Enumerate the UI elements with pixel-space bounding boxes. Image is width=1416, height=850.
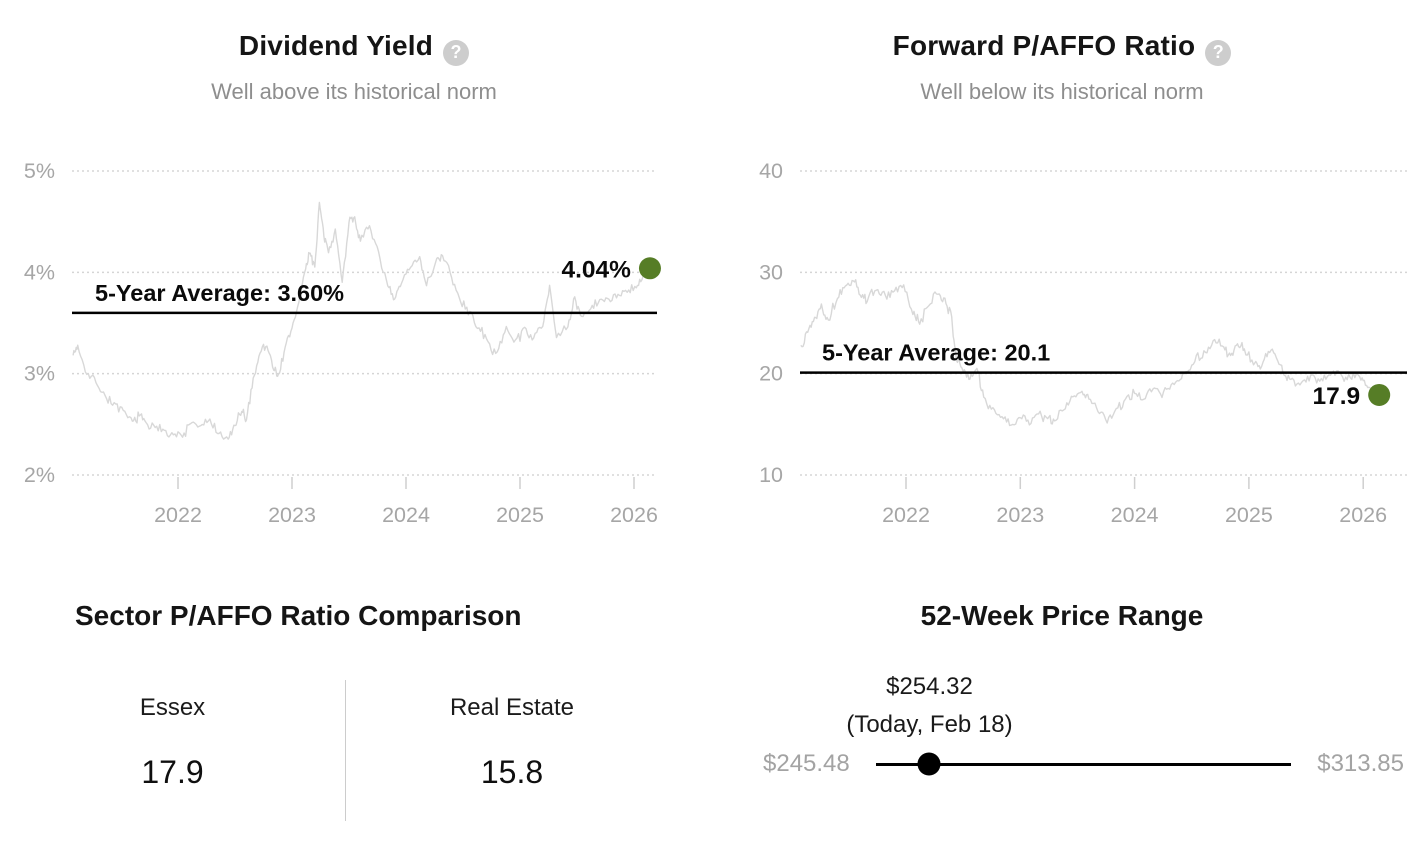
x-axis-label: 2026 (1339, 503, 1387, 527)
x-axis-label: 2022 (882, 503, 930, 527)
range-high-label: $313.85 (1317, 750, 1404, 777)
real-estate-value: 15.8 (480, 754, 544, 790)
question-mark-icon[interactable]: ? (443, 39, 470, 66)
x-axis-label: 2024 (382, 503, 430, 527)
sector-comparison-grid: Essex 17.9 Real Estate 15.8 (0, 680, 678, 821)
y-axis-label: 3% (24, 362, 55, 386)
charts-row: Dividend Yield? Well above its historica… (0, 0, 1416, 545)
average-label: 5-Year Average: 20.1 (822, 340, 1050, 366)
dividend-yield-subtitle: Well above its historical norm (211, 78, 497, 104)
real-estate-label: Real Estate (449, 694, 575, 721)
x-axis-label: 2024 (1111, 503, 1159, 527)
dividend-yield-header: Dividend Yield? Well above its historica… (0, 0, 708, 105)
x-axis-label: 2025 (1225, 503, 1273, 527)
x-axis-label: 2026 (610, 503, 658, 527)
current-value-label: 4.04% (561, 256, 631, 283)
range-current-label: $254.32 (Today, Feb 18) (846, 673, 1012, 740)
price-range-slider: $245.48 $254.32 (Today, Feb 18) $313.85 (708, 673, 1416, 778)
average-label: 5-Year Average: 3.60% (95, 280, 344, 306)
paffo-panel: Forward P/AFFO Ratio? Well below its his… (708, 0, 1416, 545)
essex-column: Essex 17.9 (0, 680, 345, 821)
current-value-dot (1368, 383, 1391, 406)
dividend-yield-panel: Dividend Yield? Well above its historica… (0, 0, 708, 545)
stats-row: Sector P/AFFO Ratio Comparison Essex 17.… (0, 545, 1416, 821)
y-axis-label: 20 (759, 362, 783, 386)
sector-comparison-panel: Sector P/AFFO Ratio Comparison Essex 17.… (0, 545, 708, 821)
x-axis-label: 2025 (496, 503, 544, 527)
paffo-title-text: Forward P/AFFO Ratio (892, 30, 1196, 61)
range-track: $254.32 (Today, Feb 18) (846, 673, 1292, 776)
y-axis-label: 4% (24, 260, 55, 284)
paffo-header: Forward P/AFFO Ratio? Well below its his… (708, 0, 1416, 105)
price-range-panel: 52-Week Price Range $245.48 $254.32 (Tod… (708, 545, 1416, 821)
current-value-label: 17.9 (1313, 383, 1361, 410)
dividend-yield-title-text: Dividend Yield (238, 30, 434, 61)
y-axis-label: 2% (24, 463, 55, 487)
y-axis-label: 40 (759, 159, 783, 183)
series-line (800, 279, 1380, 427)
range-low-label: $245.48 (763, 750, 850, 777)
current-price: $254.32 (886, 672, 973, 700)
current-value-dot (638, 257, 661, 280)
x-axis-label: 2022 (154, 503, 202, 527)
essex-value: 17.9 (141, 754, 204, 790)
price-range-title: 52-Week Price Range (920, 600, 1204, 631)
x-axis-label: 2023 (996, 503, 1044, 527)
paffo-subtitle: Well below its historical norm (920, 78, 1204, 104)
series-line (72, 201, 651, 440)
question-mark-icon[interactable]: ? (1205, 39, 1232, 66)
dividend-yield-chart: 5% 4% 3% 2% 2022 2023 2024 2025 2026 5-Year Avera… (24, 159, 661, 527)
paffo-chart: 40 30 20 10 2022 2023 2024 2025 2026 5-Year Avera… (759, 159, 1407, 527)
paffo-title: Forward P/AFFO Ratio? (708, 0, 1416, 66)
current-date: (Today, Feb 18) (846, 710, 1013, 738)
sector-comparison-title: Sector P/AFFO Ratio Comparison (75, 600, 522, 631)
x-axis-label: 2023 (268, 503, 316, 527)
real-estate-column: Real Estate 15.8 (345, 680, 678, 821)
range-marker (917, 752, 941, 776)
dividend-yield-title: Dividend Yield? (0, 0, 708, 66)
y-axis-label: 5% (24, 159, 55, 183)
essex-label: Essex (139, 694, 206, 721)
y-axis-label: 30 (759, 260, 783, 284)
y-axis-label: 10 (759, 463, 783, 487)
